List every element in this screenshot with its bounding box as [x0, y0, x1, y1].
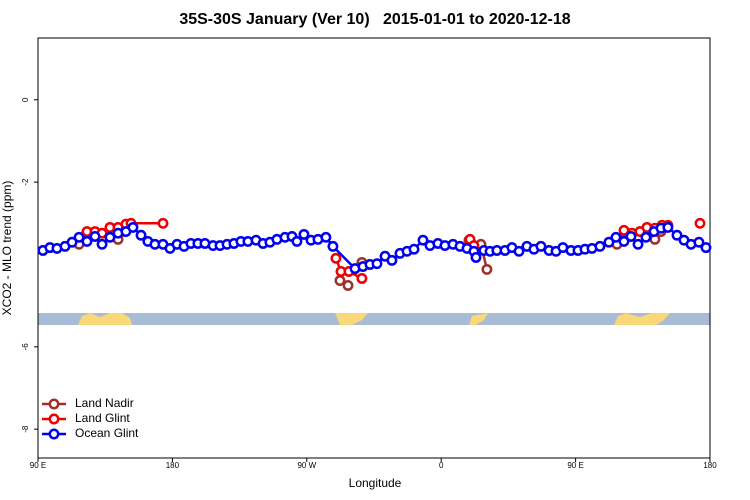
data-point: [386, 254, 398, 266]
land-shape: [614, 313, 670, 325]
chart-title: 35S-30S January (Ver 10) 2015-01-01 to 2…: [179, 11, 570, 28]
land-shape: [469, 313, 488, 325]
legend-marker: [48, 428, 60, 440]
x-tick-label: 90 W: [297, 461, 316, 470]
data-point: [157, 217, 169, 229]
legend-marker: [48, 413, 60, 425]
data-point: [298, 228, 310, 240]
data-point: [700, 242, 712, 254]
data-point: [662, 221, 674, 233]
data-point: [89, 231, 101, 242]
data-point: [81, 235, 93, 247]
data-point: [470, 252, 482, 263]
y-tick-label: -2: [21, 178, 30, 186]
data-point: [618, 235, 630, 247]
data-point: [513, 245, 525, 257]
data-point: [640, 231, 652, 243]
x-axis-label: Longitude: [349, 476, 402, 490]
data-point: [408, 243, 420, 255]
x-tick-label: 180: [166, 461, 180, 470]
data-point: [327, 240, 339, 252]
x-tick-label: 0: [439, 461, 444, 470]
y-tick-label: -8: [21, 425, 30, 433]
plot-frame: [37, 37, 711, 459]
data-point: [603, 236, 615, 248]
legend-marker: [48, 398, 60, 410]
data-point: [334, 275, 346, 286]
data-point: [330, 252, 342, 264]
data-point: [671, 229, 683, 241]
data-point: [694, 217, 706, 229]
x-tick-label: 180: [703, 461, 717, 470]
data-point: [291, 235, 303, 247]
data-point: [610, 231, 622, 243]
data-point: [632, 238, 644, 250]
legend-label: Land Nadir: [75, 396, 134, 410]
data-point: [127, 221, 139, 233]
y-tick-label: 0: [21, 97, 30, 102]
y-tick-label: -6: [21, 343, 30, 351]
x-tick-label: 90 E: [567, 461, 583, 470]
data-point: [73, 231, 85, 243]
data-point: [320, 231, 332, 243]
data-point: [417, 234, 429, 246]
land-shape: [335, 313, 368, 325]
land-strip: [38, 313, 710, 325]
data-point: [356, 273, 368, 284]
legend-label: Land Glint: [75, 411, 130, 425]
data-point: [96, 238, 108, 250]
data-point: [594, 240, 606, 252]
land-shape: [78, 313, 132, 325]
y-axis-label: XCO2 - MLO trend (ppm): [0, 181, 14, 316]
data-point: [135, 229, 147, 241]
data-point: [66, 236, 78, 248]
data-point: [371, 258, 383, 270]
ocean-band: [38, 313, 710, 325]
x-tick-label: 90 E: [30, 461, 46, 470]
data-point: [342, 280, 354, 291]
data-point: [104, 231, 116, 243]
legend-label: Ocean Glint: [75, 426, 139, 440]
data-point: [535, 240, 547, 252]
data-point: [481, 263, 493, 275]
series-line: [87, 223, 700, 278]
data-point: [625, 231, 637, 242]
data-point: [693, 236, 705, 248]
